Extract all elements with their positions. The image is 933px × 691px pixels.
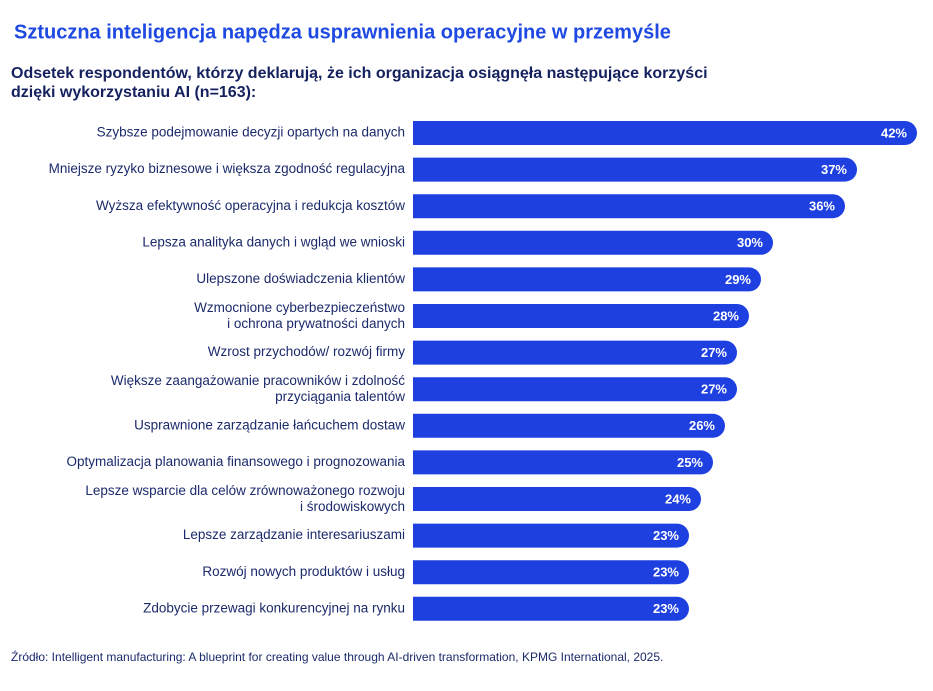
- value-label: 30%: [737, 235, 763, 250]
- value-label: 42%: [881, 125, 907, 140]
- bar: [413, 304, 749, 328]
- bar: [413, 523, 689, 548]
- category-label: Lepsze zarządzanie interesariuszami: [183, 527, 405, 542]
- value-label: 37%: [821, 162, 847, 177]
- source-note: Źródło: Intelligent manufacturing: A blu…: [11, 649, 663, 664]
- value-label: 27%: [701, 382, 727, 397]
- value-label: 23%: [653, 528, 679, 543]
- category-label: Rozwój nowych produktów i usług: [202, 564, 405, 579]
- bar: [413, 340, 737, 365]
- bar: [413, 194, 846, 219]
- value-label: 26%: [689, 418, 715, 433]
- category-label: Wyższa efektywność operacyjna i redukcja…: [96, 198, 405, 213]
- bar: [413, 157, 858, 182]
- category-label: Wzrost przychodów/ rozwój firmy: [208, 344, 406, 359]
- bar: [413, 413, 725, 438]
- bar: [413, 377, 737, 402]
- chart-title: Sztuczna inteligencja napędza usprawnien…: [14, 21, 671, 43]
- bar: [413, 267, 761, 292]
- category-label: Usprawnione zarządzanie łańcuchem dostaw: [134, 417, 405, 432]
- value-label: 23%: [653, 601, 679, 616]
- bar: [413, 230, 774, 255]
- category-label: Optymalizacja planowania finansowego i p…: [67, 454, 406, 469]
- value-label: 29%: [725, 272, 751, 287]
- category-label: Ulepszone doświadczenia klientów: [196, 271, 405, 286]
- value-label: 25%: [677, 455, 703, 470]
- category-label: Wzmocnione cyberbezpieczeństwo i ochrona …: [194, 300, 405, 331]
- value-label: 24%: [665, 491, 691, 506]
- bar: [413, 121, 917, 145]
- category-label: Większe zaangażowanie pracowników i zdol…: [111, 373, 405, 404]
- value-label: 36%: [809, 199, 835, 214]
- value-label: 27%: [701, 345, 727, 360]
- category-label: Zdobycie przewagi konkurencyjnej na rynk…: [143, 600, 405, 615]
- bar: [413, 487, 701, 511]
- bar: [413, 560, 689, 585]
- category-label: Mniejsze ryzyko biznesowe i większa zgod…: [49, 161, 406, 176]
- bar: [413, 450, 713, 475]
- category-label: Szybsze podejmowanie decyzji opartych na…: [97, 125, 405, 140]
- category-label: Lepsza analityka danych i wgląd we wnios…: [142, 234, 405, 249]
- chart-subtitle: Odsetek respondentów, którzy deklarują, …: [11, 65, 708, 101]
- value-label: 28%: [713, 308, 739, 323]
- category-label: Lepsze wsparcie dla celów zrównoważonego…: [85, 483, 405, 514]
- value-label: 23%: [653, 565, 679, 580]
- bar: [413, 596, 689, 621]
